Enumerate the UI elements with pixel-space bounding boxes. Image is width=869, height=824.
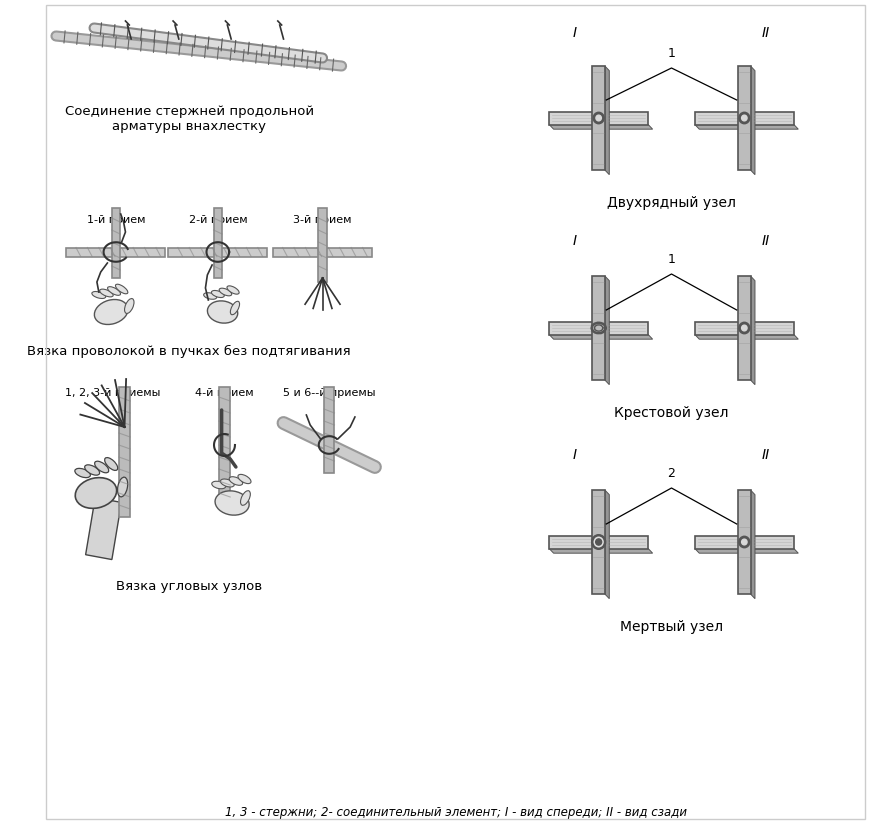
Polygon shape — [323, 387, 334, 473]
Ellipse shape — [116, 284, 128, 294]
Ellipse shape — [92, 292, 106, 298]
Polygon shape — [318, 208, 327, 282]
Polygon shape — [548, 321, 647, 335]
Text: Мертвый узел: Мертвый узел — [620, 620, 722, 634]
Polygon shape — [548, 335, 652, 339]
Text: Соединение стержней продольной
арматуры внахлестку: Соединение стержней продольной арматуры … — [64, 105, 314, 133]
Text: II: II — [760, 26, 768, 40]
Text: 2: 2 — [667, 467, 674, 480]
Polygon shape — [694, 111, 793, 124]
Text: I: I — [572, 26, 576, 40]
Text: 1, 3 - стержни; 2- соединительный элемент; I - вид спереди; II - вид сзади: 1, 3 - стержни; 2- соединительный элемен… — [224, 806, 686, 819]
Ellipse shape — [211, 291, 224, 297]
Polygon shape — [548, 536, 647, 549]
Ellipse shape — [75, 468, 90, 478]
Polygon shape — [694, 536, 793, 549]
Polygon shape — [592, 490, 604, 594]
Text: Крестовой узел: Крестовой узел — [614, 406, 728, 420]
Text: 5 и 6--й приемы: 5 и 6--й приемы — [282, 388, 375, 398]
Circle shape — [592, 536, 605, 549]
Polygon shape — [604, 490, 608, 599]
Polygon shape — [273, 247, 372, 256]
Circle shape — [738, 322, 749, 334]
Polygon shape — [548, 124, 652, 129]
Ellipse shape — [220, 479, 234, 487]
Circle shape — [593, 112, 603, 124]
Ellipse shape — [229, 477, 242, 485]
Text: Двухрядный узел: Двухрядный узел — [607, 196, 735, 210]
Text: II: II — [760, 448, 768, 462]
Polygon shape — [750, 66, 754, 175]
Ellipse shape — [219, 288, 231, 296]
Circle shape — [740, 325, 746, 331]
Ellipse shape — [230, 302, 239, 315]
Text: II: II — [760, 234, 768, 248]
Polygon shape — [119, 387, 130, 517]
Ellipse shape — [237, 475, 251, 484]
Circle shape — [595, 539, 601, 545]
Polygon shape — [548, 111, 647, 124]
Ellipse shape — [104, 457, 117, 471]
Polygon shape — [694, 124, 798, 129]
Text: 1-й прием: 1-й прием — [87, 215, 145, 225]
Polygon shape — [694, 321, 793, 335]
Ellipse shape — [211, 481, 226, 489]
Circle shape — [738, 536, 749, 548]
Polygon shape — [750, 490, 754, 599]
Ellipse shape — [95, 461, 109, 473]
Text: I: I — [572, 234, 576, 248]
Ellipse shape — [215, 491, 249, 515]
Circle shape — [738, 112, 749, 124]
Text: I: I — [572, 448, 576, 462]
Polygon shape — [66, 247, 165, 256]
Ellipse shape — [203, 293, 216, 299]
Polygon shape — [592, 66, 604, 170]
Ellipse shape — [240, 490, 250, 505]
Polygon shape — [737, 490, 750, 594]
Text: 4-й прием: 4-й прием — [195, 388, 254, 398]
Polygon shape — [694, 549, 798, 553]
Text: 2-й прием: 2-й прием — [189, 215, 247, 225]
Polygon shape — [111, 208, 120, 278]
Polygon shape — [218, 387, 230, 503]
Text: 3-й прием: 3-й прием — [293, 215, 351, 225]
Ellipse shape — [117, 477, 128, 497]
Ellipse shape — [207, 301, 237, 323]
Ellipse shape — [124, 298, 134, 313]
Polygon shape — [604, 66, 608, 175]
Polygon shape — [548, 549, 652, 553]
Ellipse shape — [227, 286, 239, 294]
Text: Вязка угловых узлов: Вязка угловых узлов — [116, 580, 262, 593]
Polygon shape — [85, 498, 122, 559]
Polygon shape — [737, 276, 750, 380]
Polygon shape — [213, 208, 222, 278]
Ellipse shape — [75, 478, 116, 508]
Text: 1: 1 — [667, 253, 674, 266]
Polygon shape — [592, 276, 604, 380]
Polygon shape — [750, 276, 754, 385]
Ellipse shape — [108, 287, 121, 295]
Text: 1: 1 — [667, 47, 674, 60]
Text: 1, 2, 3-й приемы: 1, 2, 3-й приемы — [65, 388, 161, 398]
Circle shape — [740, 115, 746, 121]
Circle shape — [595, 115, 600, 121]
Polygon shape — [168, 247, 267, 256]
Polygon shape — [694, 335, 798, 339]
Ellipse shape — [94, 299, 128, 325]
Circle shape — [740, 539, 746, 545]
Polygon shape — [604, 276, 608, 385]
Polygon shape — [737, 66, 750, 170]
Ellipse shape — [100, 289, 113, 297]
Text: Вязка проволокой в пучках без подтягивания: Вязка проволокой в пучках без подтягиван… — [28, 345, 351, 358]
Ellipse shape — [84, 465, 99, 475]
